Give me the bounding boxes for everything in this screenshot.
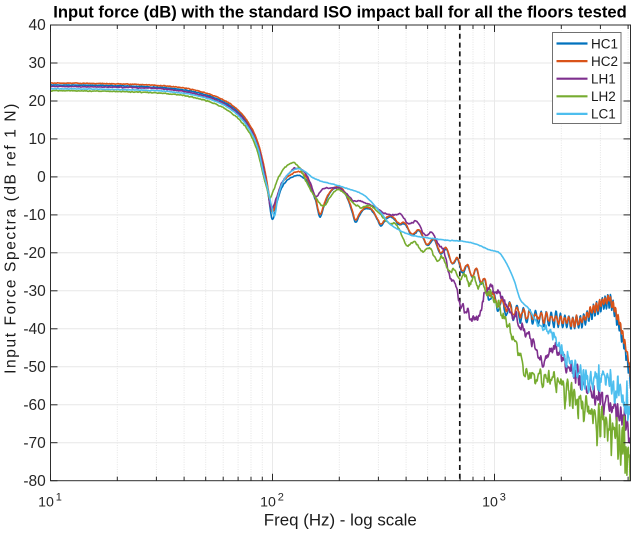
svg-text:3: 3 — [500, 491, 506, 503]
svg-text:10: 10 — [482, 495, 498, 511]
svg-text:-40: -40 — [23, 321, 46, 338]
svg-text:40: 40 — [29, 17, 47, 34]
svg-text:LC1: LC1 — [591, 107, 616, 122]
svg-text:1: 1 — [56, 491, 62, 503]
svg-text:-10: -10 — [23, 207, 46, 224]
svg-text:-50: -50 — [23, 359, 46, 376]
svg-text:Freq (Hz) - log scale: Freq (Hz) - log scale — [264, 511, 417, 530]
svg-text:20: 20 — [29, 93, 47, 110]
svg-text:-20: -20 — [23, 245, 46, 262]
svg-text:-60: -60 — [23, 397, 46, 414]
svg-text:Input Force Spectra (dB ref 1: Input Force Spectra (dB ref 1 N) — [2, 102, 19, 374]
svg-text:HC1: HC1 — [591, 36, 618, 51]
svg-text:0: 0 — [37, 169, 46, 186]
svg-text:-70: -70 — [23, 435, 46, 452]
svg-text:LH1: LH1 — [591, 72, 616, 87]
svg-text:-30: -30 — [23, 283, 46, 300]
svg-text:10: 10 — [38, 495, 54, 511]
svg-text:10: 10 — [260, 495, 276, 511]
svg-text:10: 10 — [29, 131, 47, 148]
svg-text:30: 30 — [29, 55, 47, 72]
svg-text:LH2: LH2 — [591, 89, 616, 104]
svg-text:Input force (dB) with the stan: Input force (dB) with the standard ISO i… — [53, 2, 626, 21]
svg-text:HC2: HC2 — [591, 54, 618, 69]
svg-text:2: 2 — [278, 491, 284, 503]
svg-text:-80: -80 — [23, 473, 46, 490]
